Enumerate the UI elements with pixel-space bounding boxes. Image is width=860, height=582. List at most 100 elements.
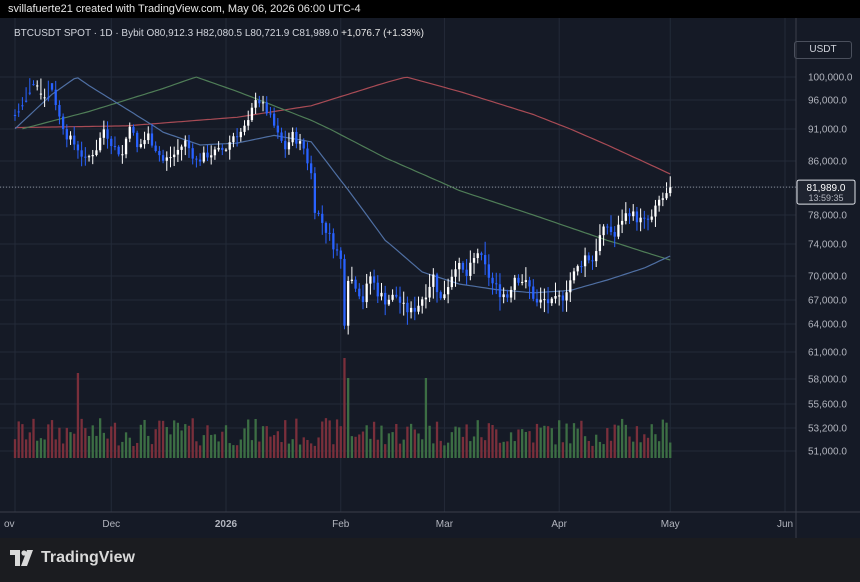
candle-body — [280, 132, 283, 141]
candle-body — [21, 105, 24, 107]
volume-bar — [476, 420, 479, 458]
candle-body — [328, 232, 331, 234]
x-tick-label: ov — [4, 519, 15, 530]
volume-bar — [554, 444, 557, 458]
candle-body — [509, 289, 513, 298]
y-tick-label: 64,000.0 — [808, 320, 847, 331]
candle-body — [439, 292, 442, 299]
volume-bar — [624, 424, 627, 458]
volume-bar — [550, 428, 553, 458]
candle-body — [39, 93, 43, 95]
volume-bar — [361, 431, 365, 458]
volume-bar — [450, 432, 453, 458]
volume-bar — [73, 433, 76, 458]
currency-button[interactable]: USDT — [794, 41, 852, 59]
volume-bar — [387, 433, 391, 458]
volume-bar — [247, 419, 250, 458]
volume-bar — [47, 424, 50, 458]
volume-bar — [632, 441, 635, 458]
logo-text: TradingView — [41, 549, 135, 566]
volume-bar — [424, 378, 428, 458]
footer — [0, 538, 860, 582]
candle-body — [450, 276, 453, 288]
price-tag-countdown: 13:59:35 — [808, 193, 843, 203]
candle-body — [483, 254, 487, 265]
volume-bar — [639, 442, 642, 458]
candle-body — [572, 271, 576, 281]
volume-bar — [646, 437, 650, 458]
candle-body — [339, 250, 342, 259]
grid-lines — [0, 18, 796, 512]
candle-body — [657, 199, 661, 206]
chart-frame[interactable]: 100,000.096,000.091,000.086,000.082,000.… — [0, 18, 860, 538]
volume-bar — [565, 423, 568, 458]
volume-bar — [332, 444, 335, 458]
volume-bar — [198, 445, 202, 458]
volume-bar — [91, 425, 94, 458]
y-tick-label: 67,000.0 — [808, 296, 847, 307]
volume-bar — [228, 443, 231, 458]
candle-body — [550, 298, 553, 304]
volume-bar — [269, 436, 272, 458]
volume-bar — [65, 427, 68, 458]
y-tick-label: 70,000.0 — [808, 272, 847, 283]
candle-body — [613, 232, 616, 237]
volume-bar — [432, 443, 435, 458]
y-tick-label: 96,000.0 — [808, 96, 847, 107]
volume-bar — [354, 436, 357, 458]
candle-body — [302, 141, 305, 149]
candle-body — [495, 283, 498, 285]
volume-bar — [217, 441, 220, 458]
volume-bar — [665, 422, 668, 458]
volume-bar — [669, 442, 672, 458]
volume-bar — [287, 443, 291, 458]
candle-body — [387, 299, 391, 305]
candle-body — [50, 83, 54, 90]
candle-body — [369, 276, 372, 284]
y-tick-label: 91,000.0 — [808, 125, 847, 136]
volume-bar — [276, 431, 279, 458]
candle-body — [617, 224, 620, 237]
candle-body — [502, 294, 505, 298]
candle-body — [554, 295, 557, 299]
volume-bar — [654, 434, 657, 458]
candle-body — [154, 145, 157, 152]
y-tick-label: 74,000.0 — [808, 240, 847, 251]
ma-mid-line — [22, 76, 671, 261]
volume-bar — [498, 442, 502, 458]
candle-body — [47, 97, 50, 99]
volume-bar — [206, 425, 209, 458]
y-tick-label: 55,600.0 — [808, 400, 847, 411]
y-tick-label: 86,000.0 — [808, 157, 847, 168]
volume-bar — [284, 420, 287, 458]
candle-body — [465, 269, 468, 276]
tradingview-logo[interactable]: TradingView — [10, 549, 135, 567]
candle-body — [446, 287, 450, 295]
candle-body — [143, 140, 146, 145]
candle-body — [261, 102, 265, 104]
candle-body — [609, 226, 613, 233]
price-chart[interactable]: 100,000.096,000.091,000.086,000.082,000.… — [0, 18, 860, 538]
volume-bar — [302, 437, 305, 458]
candle-body — [124, 138, 128, 155]
volume-bar — [517, 429, 520, 458]
candle-body — [650, 216, 653, 220]
candle-body — [458, 262, 461, 270]
candle-body — [413, 307, 416, 312]
candle-body — [54, 89, 57, 106]
volume-bar — [461, 436, 465, 458]
candle-body — [235, 136, 239, 138]
candle-body — [665, 193, 668, 199]
candle-body — [569, 280, 572, 293]
candle-body — [602, 226, 605, 236]
volume-bar — [635, 426, 639, 458]
candle-body — [443, 294, 446, 299]
moving-averages — [14, 76, 671, 294]
volume-bar — [521, 429, 524, 458]
volume-bar — [495, 429, 498, 458]
volume-bar — [598, 441, 602, 458]
candle-body — [284, 140, 287, 150]
volume-bar — [446, 442, 450, 458]
candle-body — [110, 138, 113, 147]
candle-body — [165, 157, 168, 161]
